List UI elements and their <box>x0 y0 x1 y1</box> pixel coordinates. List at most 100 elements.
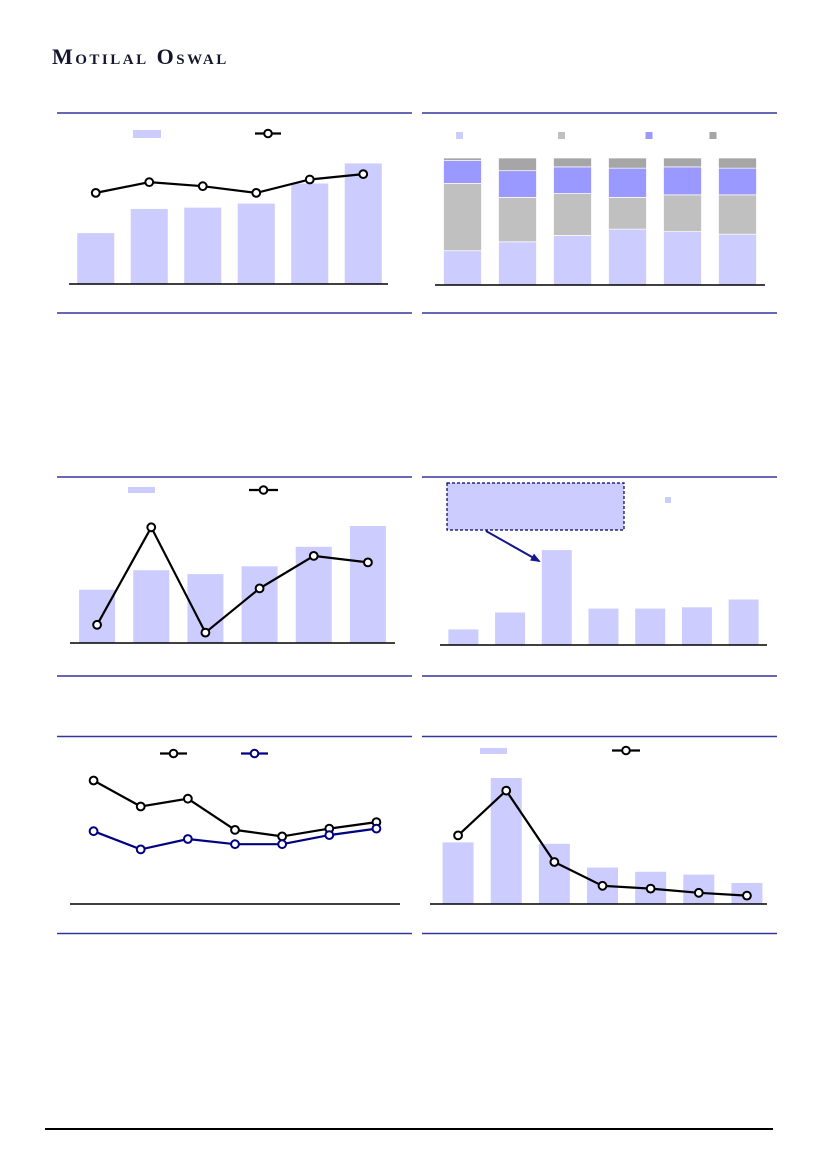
bar <box>442 842 474 904</box>
stack-segment <box>553 235 592 286</box>
stack-segment <box>443 183 482 252</box>
data-line <box>95 173 364 194</box>
bar <box>184 207 222 284</box>
stack-segment <box>663 166 702 196</box>
bar <box>344 163 382 284</box>
data-point-marker <box>693 887 704 898</box>
stack-segment <box>553 166 592 194</box>
legend-swatch <box>665 497 671 503</box>
stack-segment <box>553 157 592 168</box>
chart-top-left <box>57 112 412 314</box>
data-point-marker <box>182 834 193 844</box>
data-point-marker <box>135 844 146 855</box>
stack-segment <box>498 170 537 198</box>
stack-segment <box>718 157 757 169</box>
chart-middle-left <box>57 476 412 677</box>
data-point-marker <box>90 187 101 198</box>
data-point-marker <box>501 785 512 796</box>
stack-segment <box>663 157 702 168</box>
chart-middle-right <box>422 476 777 677</box>
data-point-marker <box>135 801 146 812</box>
stack-segment <box>608 197 647 230</box>
data-point-marker <box>358 169 369 180</box>
bar <box>448 629 479 645</box>
stack-segment <box>608 167 647 198</box>
stack-segment <box>443 157 482 161</box>
data-point-marker <box>146 522 157 533</box>
stack-segment <box>718 194 757 235</box>
data-point-marker <box>363 557 373 568</box>
bar <box>79 589 116 643</box>
legend-line-marker <box>263 128 273 139</box>
stack-segment <box>608 228 647 286</box>
bar <box>130 208 168 284</box>
bar <box>349 526 386 643</box>
data-point-marker <box>371 823 382 834</box>
callout-arrow <box>485 530 540 562</box>
data-point-marker <box>230 839 240 850</box>
legend-line-marker <box>621 745 631 756</box>
bar <box>241 566 278 643</box>
bar <box>538 843 570 904</box>
stack-segment <box>498 241 537 286</box>
bar <box>588 608 619 645</box>
data-point-marker <box>92 619 102 630</box>
data-point-marker <box>324 830 335 840</box>
stack-segment <box>553 193 592 236</box>
bar <box>635 608 666 645</box>
stack-segment <box>718 233 757 286</box>
legend-swatch <box>456 132 463 139</box>
legend-swatch <box>645 132 653 139</box>
legend-swatch <box>709 132 717 139</box>
stack-segment <box>663 194 702 233</box>
stack-segment <box>498 157 537 172</box>
legend-swatch <box>558 132 565 139</box>
company-logo: Motilal Oswal <box>52 44 229 69</box>
data-point-marker <box>308 551 319 561</box>
chart-bottom-left <box>57 735 412 935</box>
data-point-marker <box>197 181 208 192</box>
bar <box>541 550 572 645</box>
data-point-marker <box>230 825 240 835</box>
legend-line-marker <box>258 485 269 495</box>
legend-line-marker <box>168 748 179 759</box>
data-point-marker <box>88 826 99 837</box>
legend-line-marker <box>249 748 260 759</box>
bar <box>295 546 332 643</box>
footer-rule <box>45 1128 773 1130</box>
bar <box>681 607 712 645</box>
legend-bar-swatch <box>128 487 155 493</box>
bar <box>237 203 275 284</box>
bar <box>495 612 526 645</box>
data-point-marker <box>277 831 288 842</box>
data-point-marker <box>254 583 265 594</box>
data-point-marker <box>645 883 656 894</box>
bar <box>133 570 170 643</box>
data-point-marker <box>277 839 288 850</box>
chart-bottom-right <box>422 735 777 935</box>
data-point-marker <box>251 187 262 198</box>
legend-bar-swatch <box>133 130 161 138</box>
stack-segment <box>608 157 647 169</box>
stack-segment <box>498 197 537 243</box>
callout-arrowhead <box>530 553 541 562</box>
bar <box>728 599 759 645</box>
stack-segment <box>718 167 757 196</box>
legend-bar-swatch <box>480 748 507 754</box>
data-point-marker <box>182 793 193 804</box>
data-point-marker <box>453 830 463 841</box>
data-point-marker <box>304 174 315 185</box>
bar <box>77 233 115 284</box>
data-point-marker <box>549 857 560 867</box>
bar <box>291 183 329 284</box>
stack-segment <box>663 231 702 286</box>
data-point-marker <box>144 177 155 188</box>
data-line <box>96 524 369 635</box>
data-point-marker <box>88 775 99 786</box>
data-point-marker <box>597 880 608 891</box>
callout-box <box>446 482 625 531</box>
stack-segment <box>443 250 482 286</box>
data-point-marker <box>742 890 752 901</box>
